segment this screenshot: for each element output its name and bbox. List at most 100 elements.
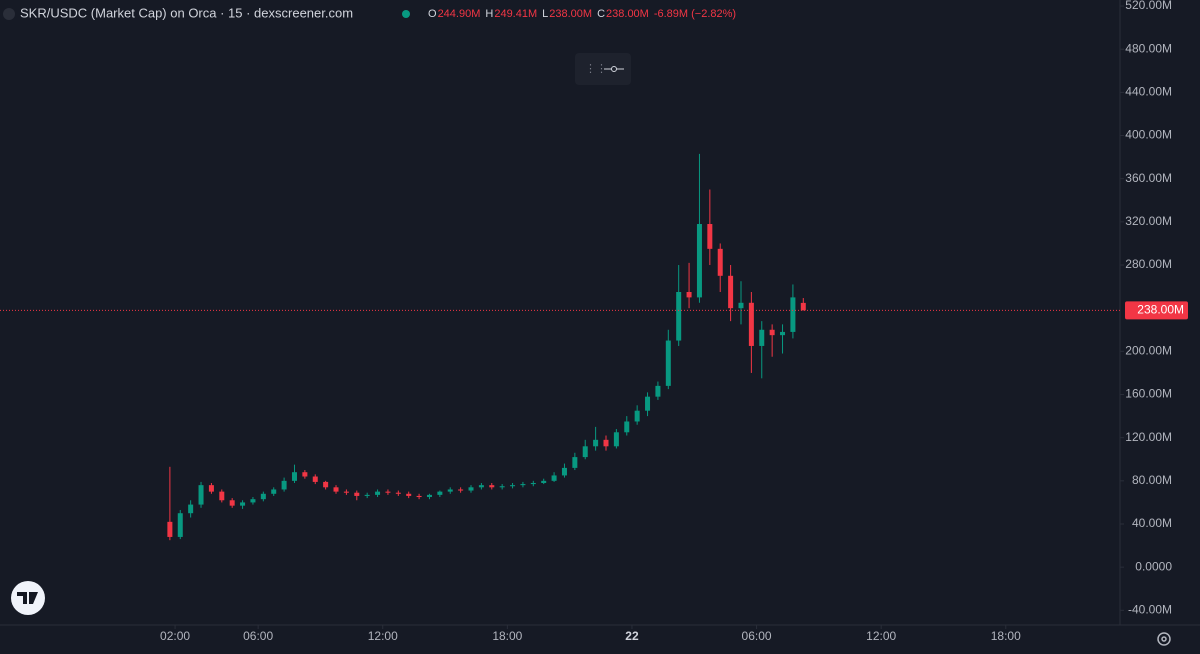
legend-value: 238.00M xyxy=(549,8,592,20)
candle-body xyxy=(613,432,619,447)
y-tick-label: 80.00M xyxy=(1132,473,1172,487)
candle-body xyxy=(634,410,640,422)
candle-body xyxy=(603,439,609,447)
y-tick-label: 40.00M xyxy=(1132,516,1172,530)
last-price-label: 238.00M xyxy=(1137,303,1184,317)
ohlc-legend: O 244.90M H 249.41M L 238.00M C 238.00M -6.89M (… xyxy=(428,8,736,20)
candle-body xyxy=(364,494,370,496)
settings-icon-center xyxy=(1161,636,1167,642)
y-tick-label: 320.00M xyxy=(1125,214,1172,228)
x-tick-label: 02:00 xyxy=(160,629,190,643)
candle-body xyxy=(188,504,194,514)
candle-body xyxy=(167,521,173,537)
x-tick-label: 12:00 xyxy=(368,629,398,643)
candle-body xyxy=(291,472,297,481)
candle-body xyxy=(354,492,360,496)
candle-body xyxy=(665,340,671,386)
candle-body xyxy=(260,493,266,500)
legend-key: O xyxy=(428,8,437,20)
candle-body xyxy=(229,500,235,506)
y-tick-label: 360.00M xyxy=(1125,171,1172,185)
candle-body xyxy=(624,421,630,433)
legend-key: L xyxy=(542,8,548,20)
candle-body xyxy=(385,491,391,493)
candle-body xyxy=(468,487,474,491)
candle-body xyxy=(323,481,329,488)
line-tool-icon-node xyxy=(611,66,617,72)
tv-logo[interactable] xyxy=(11,581,45,615)
candle-body xyxy=(302,472,308,477)
candle-body xyxy=(177,513,183,537)
candle-body xyxy=(375,491,381,495)
candle-body xyxy=(510,485,516,487)
candle-body xyxy=(416,495,422,498)
x-tick-label: 22 xyxy=(625,629,639,643)
candle-body xyxy=(676,291,682,341)
y-tick-label: 520.00M xyxy=(1125,0,1172,12)
y-tick-label: 160.00M xyxy=(1125,387,1172,401)
candle-body xyxy=(198,485,204,505)
candle-body xyxy=(271,489,277,494)
candle-body xyxy=(530,482,536,485)
candle-body xyxy=(696,224,702,298)
tv-logo-mark xyxy=(17,592,38,604)
candle-body xyxy=(240,502,246,506)
legend-key: H xyxy=(485,8,493,20)
candle-body xyxy=(717,248,723,276)
x-tick-label: 18:00 xyxy=(492,629,522,643)
y-tick-label: 120.00M xyxy=(1125,430,1172,444)
candle-body xyxy=(250,499,256,503)
x-tick-label: 06:00 xyxy=(243,629,273,643)
candle-body xyxy=(208,485,214,492)
candle-body xyxy=(728,275,734,309)
drag-handle: ⋮⋮ xyxy=(585,63,607,75)
candle-body xyxy=(219,491,225,501)
y-tick-label: 280.00M xyxy=(1125,257,1172,271)
candle-body xyxy=(499,486,505,488)
status-dot xyxy=(402,10,410,18)
candle-body xyxy=(686,291,692,298)
candle-body xyxy=(458,489,464,491)
candle-body xyxy=(312,476,318,482)
x-tick-label: 06:00 xyxy=(742,629,772,643)
candle-body xyxy=(551,475,557,481)
candle-body xyxy=(520,484,526,486)
candle-body xyxy=(541,480,547,483)
candle-body xyxy=(478,485,484,488)
candle-body xyxy=(645,396,651,411)
legend-change: -6.89M (−2.82%) xyxy=(654,8,736,20)
y-tick-label: -40.00M xyxy=(1128,602,1172,616)
candle-body xyxy=(582,446,588,458)
candle-body xyxy=(281,480,287,490)
y-tick-label: 440.00M xyxy=(1125,85,1172,99)
candle-body xyxy=(738,302,744,309)
y-tick-label: 400.00M xyxy=(1125,128,1172,142)
candle-body xyxy=(769,329,775,336)
settings-icon[interactable] xyxy=(1157,632,1171,646)
token-icon xyxy=(3,8,15,20)
candle-body xyxy=(593,439,599,447)
candle-body xyxy=(707,224,713,249)
candle-body xyxy=(447,489,453,492)
chart-title: SKR/USDC (Market Cap) on Orca · 15 · dex… xyxy=(20,5,353,20)
candle-body xyxy=(437,491,443,495)
legend-value: 244.90M xyxy=(438,8,481,20)
toolbar-widget[interactable] xyxy=(575,53,631,85)
candle-body xyxy=(489,485,495,488)
candle-body xyxy=(333,487,339,492)
candle-body xyxy=(759,329,765,346)
x-tick-label: 18:00 xyxy=(991,629,1021,643)
y-tick-label: 0.0000 xyxy=(1135,559,1172,573)
candle-body xyxy=(426,494,432,498)
candle-body xyxy=(343,491,349,493)
candle-body xyxy=(561,467,567,476)
candle-body xyxy=(406,493,412,496)
candle-body xyxy=(395,492,401,494)
candle-body xyxy=(572,457,578,468)
legend-key: C xyxy=(597,8,605,20)
candle-body xyxy=(655,385,661,397)
legend-value: 238.00M xyxy=(606,8,649,20)
y-tick-label: 480.00M xyxy=(1125,41,1172,55)
